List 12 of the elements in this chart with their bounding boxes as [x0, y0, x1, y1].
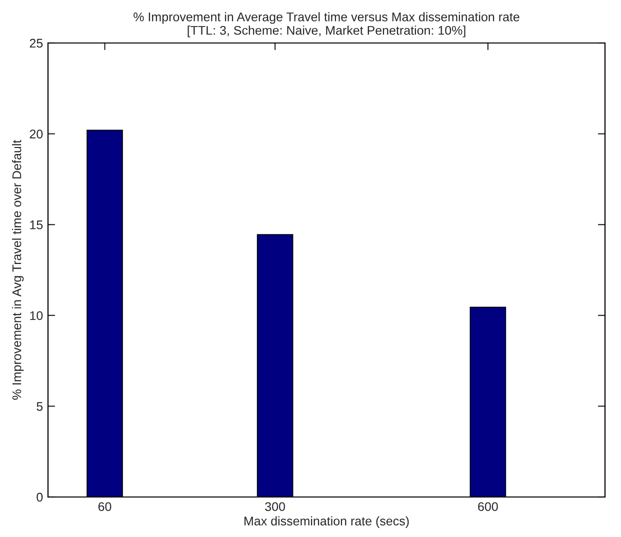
x-tick-label: 60 — [98, 502, 112, 512]
y-tick-label: 5 — [36, 402, 43, 411]
y-tick-label: 10 — [30, 311, 43, 320]
chart-title: % Improvement in Average Travel time versus Max dissemination rate [TTL: 3, Scheme: Naive, Market Penetration: 10%] — [134, 12, 520, 38]
x-tick-label: 600 — [478, 502, 498, 512]
x-axis-title: Max dissemination rate (secs) — [244, 516, 409, 528]
x-tick-label: 300 — [265, 502, 285, 512]
y-axis-title: % Improvement in Avg Travel time over Default — [12, 140, 24, 400]
y-tick-label: 0 — [36, 492, 43, 502]
y-tick-label: 25 — [30, 38, 43, 48]
y-tick-label: 20 — [30, 130, 43, 138]
y-tick-label: 15 — [30, 220, 43, 230]
